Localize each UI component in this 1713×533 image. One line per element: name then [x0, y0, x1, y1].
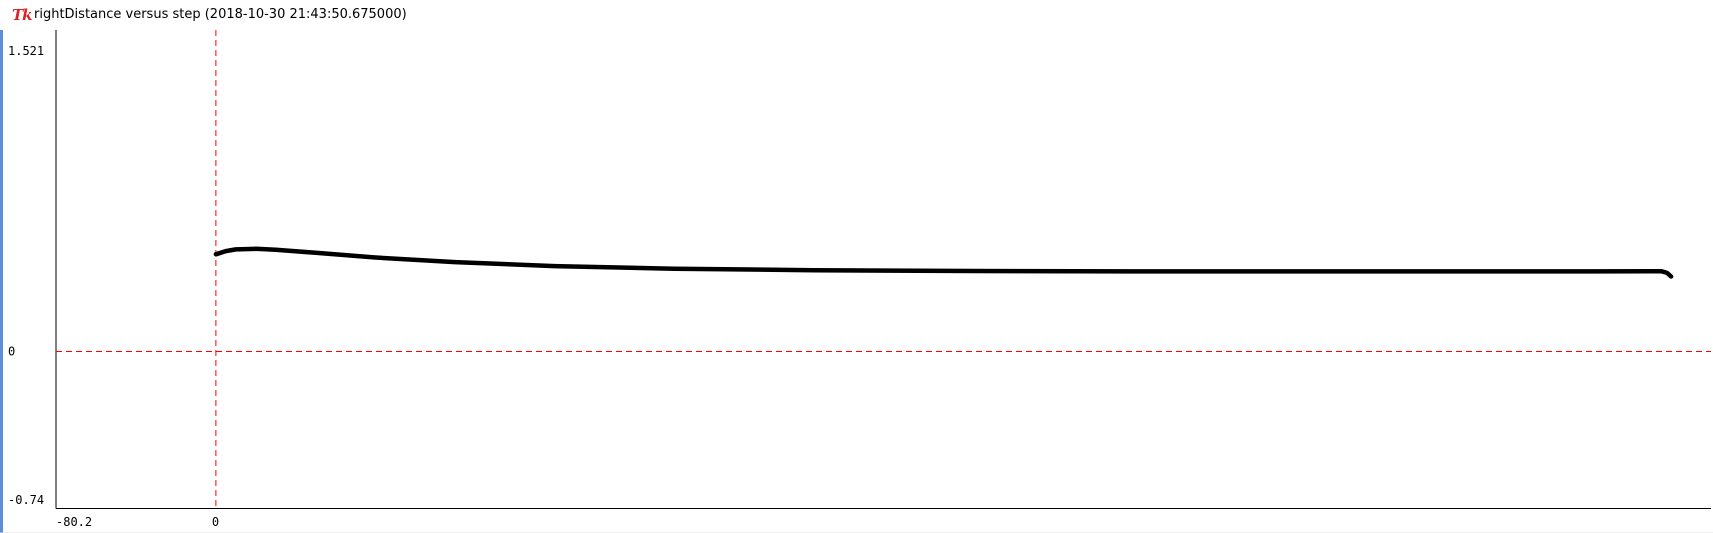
title-bar[interactable]: Tk rightDistance versus step (2018-10-30… [0, 0, 1713, 30]
reference-lines [56, 30, 1711, 508]
y-tick-label-top: 1.521 [8, 44, 44, 58]
y-tick-label-zero: 0 [8, 345, 15, 359]
plot-area: 1.521 0 -0.74 -80.2 0 [0, 30, 1713, 533]
series-line-0 [213, 246, 1674, 279]
x-tick-label-zero: 0 [212, 515, 219, 529]
tick-labels: 1.521 0 -0.74 -80.2 0 [8, 44, 219, 529]
y-tick-label-bottom: -0.74 [8, 493, 44, 507]
axes [0, 30, 1713, 533]
line-chart: 1.521 0 -0.74 -80.2 0 [0, 30, 1713, 533]
window-title: rightDistance versus step (2018-10-30 21… [34, 7, 407, 22]
background-window-edge [0, 10, 3, 533]
series-group [213, 246, 1674, 279]
x-tick-label-left: -80.2 [56, 515, 92, 529]
tk-logo-icon: Tk [12, 6, 33, 24]
